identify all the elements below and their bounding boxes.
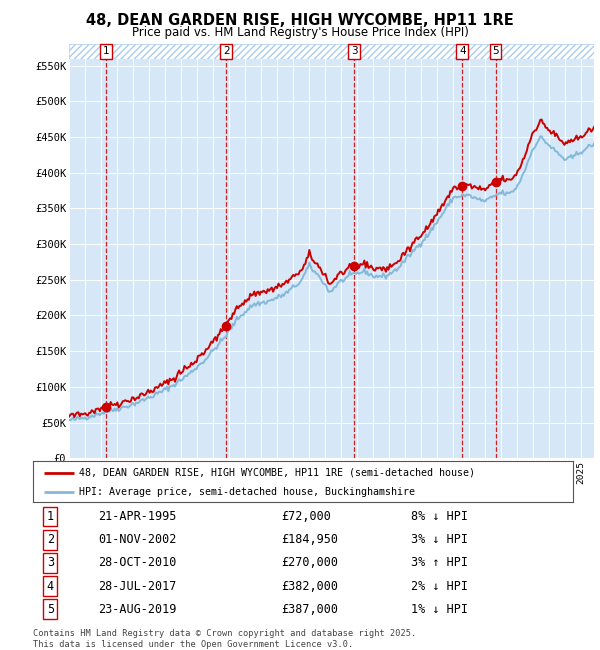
Text: 2% ↓ HPI: 2% ↓ HPI bbox=[411, 580, 468, 593]
Text: 3% ↓ HPI: 3% ↓ HPI bbox=[411, 533, 468, 546]
Text: 5: 5 bbox=[492, 46, 499, 57]
Text: 3: 3 bbox=[47, 556, 54, 569]
Text: 21-APR-1995: 21-APR-1995 bbox=[98, 510, 176, 523]
Text: 23-AUG-2019: 23-AUG-2019 bbox=[98, 603, 176, 616]
Text: 1% ↓ HPI: 1% ↓ HPI bbox=[411, 603, 468, 616]
Text: 01-NOV-2002: 01-NOV-2002 bbox=[98, 533, 176, 546]
Text: 2: 2 bbox=[47, 533, 54, 546]
Text: £387,000: £387,000 bbox=[281, 603, 338, 616]
Text: £382,000: £382,000 bbox=[281, 580, 338, 593]
Text: Contains HM Land Registry data © Crown copyright and database right 2025.
This d: Contains HM Land Registry data © Crown c… bbox=[33, 629, 416, 649]
Text: 48, DEAN GARDEN RISE, HIGH WYCOMBE, HP11 1RE (semi-detached house): 48, DEAN GARDEN RISE, HIGH WYCOMBE, HP11… bbox=[79, 468, 475, 478]
Text: 28-OCT-2010: 28-OCT-2010 bbox=[98, 556, 176, 569]
Text: 1: 1 bbox=[103, 46, 109, 57]
Text: Price paid vs. HM Land Registry's House Price Index (HPI): Price paid vs. HM Land Registry's House … bbox=[131, 26, 469, 39]
Text: £72,000: £72,000 bbox=[281, 510, 331, 523]
Text: £270,000: £270,000 bbox=[281, 556, 338, 569]
Text: 4: 4 bbox=[459, 46, 466, 57]
Text: 28-JUL-2017: 28-JUL-2017 bbox=[98, 580, 176, 593]
Text: 5: 5 bbox=[47, 603, 54, 616]
Text: 2: 2 bbox=[223, 46, 230, 57]
Text: 4: 4 bbox=[47, 580, 54, 593]
Text: 3: 3 bbox=[351, 46, 358, 57]
Text: 8% ↓ HPI: 8% ↓ HPI bbox=[411, 510, 468, 523]
Text: 1: 1 bbox=[47, 510, 54, 523]
Text: 48, DEAN GARDEN RISE, HIGH WYCOMBE, HP11 1RE: 48, DEAN GARDEN RISE, HIGH WYCOMBE, HP11… bbox=[86, 13, 514, 28]
Text: £184,950: £184,950 bbox=[281, 533, 338, 546]
Text: HPI: Average price, semi-detached house, Buckinghamshire: HPI: Average price, semi-detached house,… bbox=[79, 487, 415, 497]
Text: 3% ↑ HPI: 3% ↑ HPI bbox=[411, 556, 468, 569]
